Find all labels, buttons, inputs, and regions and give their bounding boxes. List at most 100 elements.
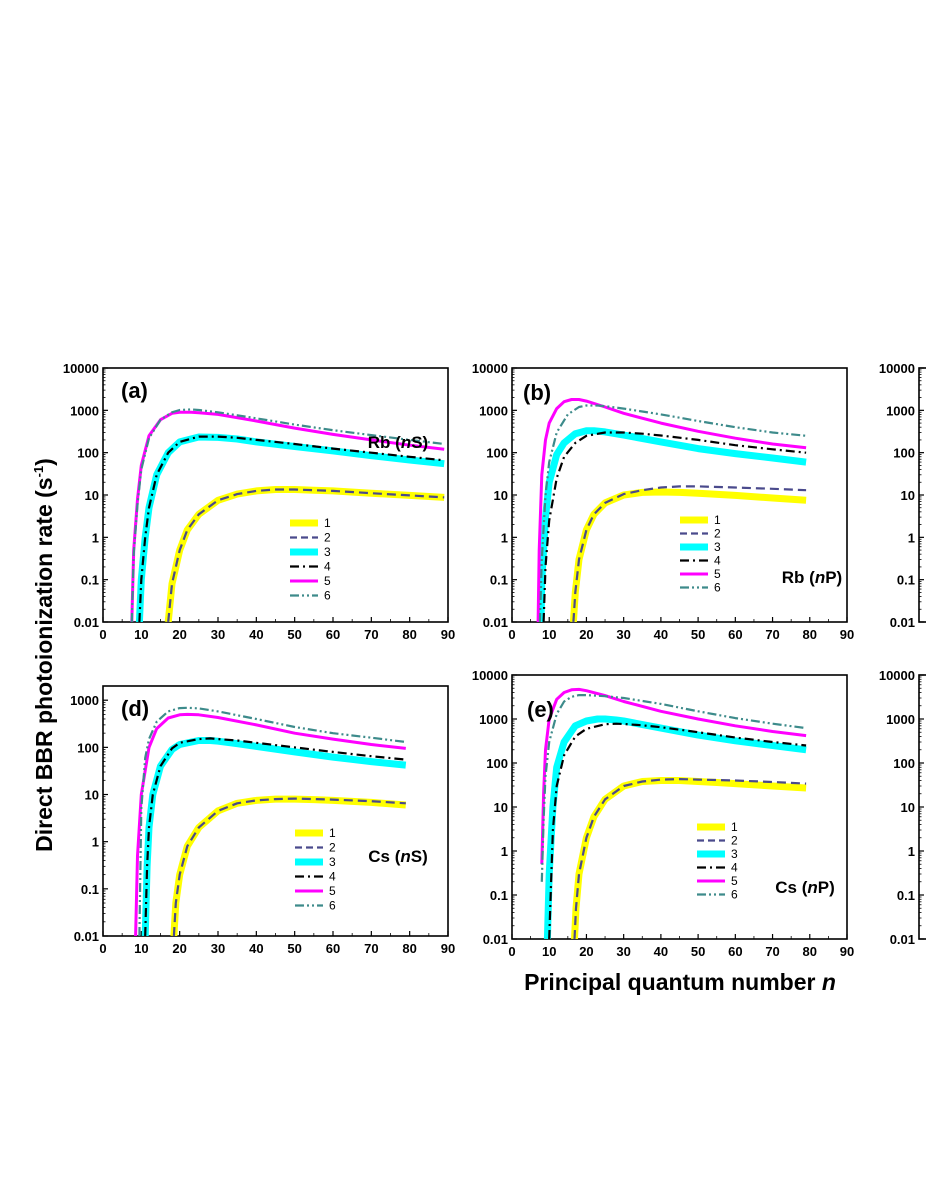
y-tick-label: 10	[494, 488, 508, 503]
x-tick-label: 30	[616, 627, 630, 642]
x-tick-label: 0	[99, 941, 106, 956]
legend-label-5: 5	[324, 574, 331, 588]
y-tick-label: 1000	[886, 712, 915, 727]
x-tick-label: 30	[211, 941, 225, 956]
y-tick-label: 100	[486, 446, 508, 461]
x-tick-label: 60	[728, 627, 742, 642]
series-1-line	[569, 488, 807, 622]
x-axis-title-italic: n	[822, 969, 836, 995]
legend-label-3: 3	[714, 540, 721, 554]
y-tick-label: 100	[893, 756, 915, 771]
y-tick-label: 1000	[886, 403, 915, 418]
x-tick-label: 70	[364, 941, 378, 956]
x-tick-label: 70	[364, 627, 378, 642]
series-2-line	[573, 777, 807, 939]
species-label: Rb (nS)	[368, 433, 428, 452]
y-tick-label: 0.01	[74, 929, 99, 944]
panel-label: (a)	[121, 378, 148, 403]
series-2-line	[572, 485, 807, 622]
series-6-line	[130, 408, 445, 622]
legend-label-2: 2	[324, 531, 331, 545]
x-axis-title-text: Principal quantum number	[524, 969, 822, 995]
x-tick-label: 70	[765, 944, 779, 959]
y-tick-label: 10000	[472, 668, 508, 683]
y-tick-label: 0.01	[74, 615, 99, 630]
y-tick-label: 1	[92, 530, 99, 545]
x-tick-label: 10	[542, 944, 556, 959]
series-3-line	[141, 737, 407, 936]
series-6-line	[138, 706, 406, 936]
legend-label-6: 6	[324, 589, 331, 603]
legend-label-3: 3	[324, 545, 331, 559]
y-tick-label: 10000	[879, 668, 915, 683]
y-tick-label: 0.1	[490, 573, 508, 588]
chart-panel: 0.01 0.1 1 10 100 1000 10000	[879, 361, 926, 630]
panel-label: (d)	[121, 696, 149, 721]
x-tick-label: 50	[287, 941, 301, 956]
x-tick-label: 20	[172, 941, 186, 956]
series-4-line	[138, 435, 445, 622]
y-tick-label: 10	[901, 488, 915, 503]
x-tick-label: 80	[402, 941, 416, 956]
x-tick-label: 80	[803, 944, 817, 959]
x-tick-label: 90	[441, 941, 455, 956]
species-label: Cs (nP)	[775, 878, 835, 897]
y-tick-label: 1000	[70, 693, 99, 708]
x-tick-label: 40	[249, 941, 263, 956]
chart-panel: 0.01 0.1 1 10 100 1000 10000 0 10 20 30 40 50 60 70 80 9…	[63, 361, 455, 642]
x-tick-label: 90	[840, 944, 854, 959]
y-tick-label: 0.1	[81, 882, 99, 897]
legend-label-6: 6	[714, 581, 721, 595]
series-2-line	[172, 797, 406, 936]
y-tick-label: 1000	[70, 403, 99, 418]
series-6-line	[540, 693, 807, 882]
species-label: Rb (nP)	[782, 568, 842, 587]
y-tick-label: 10	[901, 800, 915, 815]
legend-label-1: 1	[714, 513, 721, 527]
x-tick-label: 40	[654, 627, 668, 642]
legend-label-1: 1	[324, 516, 331, 530]
legend-label-1: 1	[329, 826, 336, 840]
legend-label-4: 4	[329, 870, 336, 884]
x-tick-label: 80	[803, 627, 817, 642]
legend-label-1: 1	[731, 820, 738, 834]
y-axis-title-close: )	[31, 458, 57, 466]
x-tick-label: 90	[840, 627, 854, 642]
chart-panel: 0.01 0.1 1 10 100 1000 10000 0 10 20 30 40 50 60 70 80 9…	[472, 668, 854, 959]
y-tick-label: 1	[92, 835, 99, 850]
x-tick-label: 90	[441, 627, 455, 642]
panel-label: (e)	[527, 697, 554, 722]
y-tick-label: 100	[77, 740, 99, 755]
y-axis-title: Direct BBR photoionization rate (s-1)	[31, 458, 57, 852]
y-axis-title-text: Direct BBR photoionization rate (s	[31, 477, 57, 851]
y-tick-label: 100	[486, 756, 508, 771]
legend-label-5: 5	[329, 884, 336, 898]
x-tick-label: 50	[691, 627, 705, 642]
legend-label-4: 4	[731, 861, 738, 875]
y-tick-label: 0.1	[490, 888, 508, 903]
x-tick-label: 40	[654, 944, 668, 959]
y-tick-label: 100	[77, 446, 99, 461]
y-tick-label: 10000	[472, 361, 508, 376]
series-1-line	[164, 486, 445, 622]
legend-label-5: 5	[731, 874, 738, 888]
x-tick-label: 0	[508, 627, 515, 642]
y-tick-label: 0.01	[890, 932, 915, 947]
series-5-line	[536, 398, 807, 622]
chart-panel: 0.01 0.1 1 10 100 1000 0 10 20 30 40 50 60 70 80 90 (d) C…	[70, 685, 455, 956]
legend-label-6: 6	[731, 888, 738, 902]
series-4-line	[542, 431, 807, 622]
y-tick-label: 1	[908, 530, 915, 545]
y-tick-label: 0.01	[483, 615, 508, 630]
legend-label-2: 2	[731, 834, 738, 848]
legend-label-2: 2	[329, 841, 336, 855]
y-tick-label: 1	[501, 844, 508, 859]
x-tick-label: 50	[287, 627, 301, 642]
y-tick-label: 10000	[63, 361, 99, 376]
legend-label-5: 5	[714, 567, 721, 581]
y-axis-title-sup: -1	[31, 466, 46, 478]
